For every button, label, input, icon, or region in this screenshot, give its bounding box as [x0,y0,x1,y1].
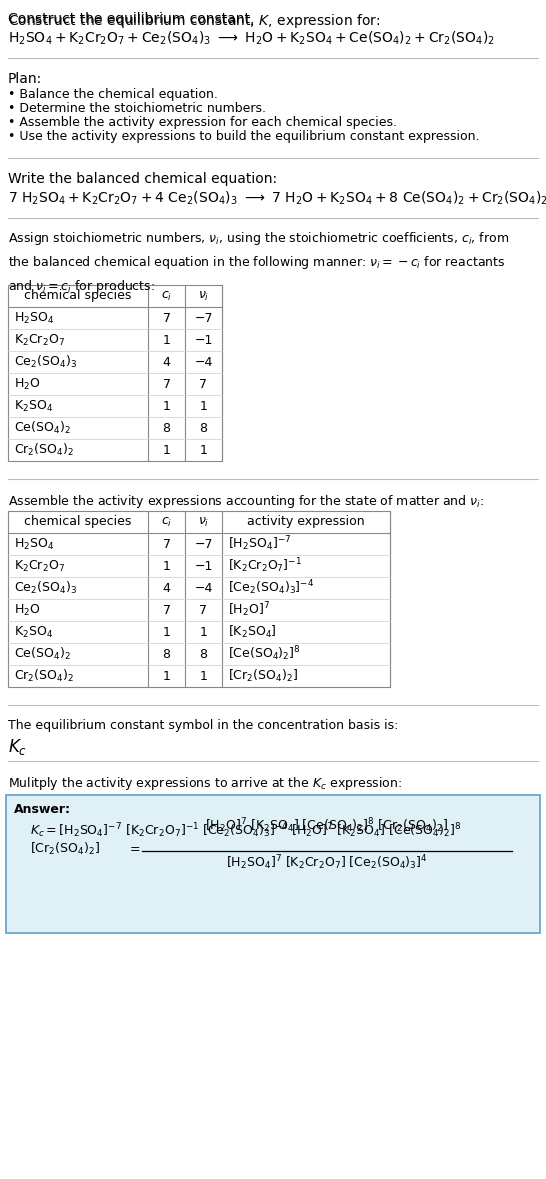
Text: 7: 7 [199,377,207,390]
Text: Write the balanced chemical equation:: Write the balanced chemical equation: [8,172,277,186]
Text: $c_i$: $c_i$ [161,515,172,528]
Text: $\mathrm{Cr_2(SO_4)_2}$: $\mathrm{Cr_2(SO_4)_2}$ [14,442,74,459]
Text: $\mathrm{[H_2SO_4]^7\ [K_2Cr_2O_7]\ [Ce_2(SO_4)_3]^4}$: $\mathrm{[H_2SO_4]^7\ [K_2Cr_2O_7]\ [Ce_… [226,852,428,871]
Text: • Balance the chemical equation.: • Balance the chemical equation. [8,88,218,101]
Text: $\mathrm{Ce_2(SO_4)_3}$: $\mathrm{Ce_2(SO_4)_3}$ [14,580,77,597]
Text: $\mathrm{Ce_2(SO_4)_3}$: $\mathrm{Ce_2(SO_4)_3}$ [14,354,77,370]
Text: 1: 1 [163,626,170,639]
Text: $\mathrm{K_2SO_4}$: $\mathrm{K_2SO_4}$ [14,625,53,639]
Text: $\mathrm{H_2O}$: $\mathrm{H_2O}$ [14,376,40,391]
Text: $\mathrm{K_2SO_4}$: $\mathrm{K_2SO_4}$ [14,399,53,414]
Text: $K_c$: $K_c$ [8,737,27,757]
Text: $\mathrm{[H_2SO_4]^{-7}}$: $\mathrm{[H_2SO_4]^{-7}}$ [228,534,292,553]
Text: 8: 8 [163,647,170,660]
Text: Assign stoichiometric numbers, $\nu_i$, using the stoichiometric coefficients, $: Assign stoichiometric numbers, $\nu_i$, … [8,230,509,296]
Text: 8: 8 [199,422,207,435]
Text: $\mathrm{[H_2O]^7\ [K_2SO_4]\ [Ce(SO_4)_2]^8\ [Cr_2(SO_4)_2]}$: $\mathrm{[H_2O]^7\ [K_2SO_4]\ [Ce(SO_4)_… [205,816,448,835]
Text: $c_i$: $c_i$ [161,290,172,303]
Text: • Determine the stoichiometric numbers.: • Determine the stoichiometric numbers. [8,103,266,116]
Text: • Assemble the activity expression for each chemical species.: • Assemble the activity expression for e… [8,116,397,129]
Text: Construct the equilibrium constant, $K$, expression for:: Construct the equilibrium constant, $K$,… [8,12,381,29]
Text: • Use the activity expressions to build the equilibrium constant expression.: • Use the activity expressions to build … [8,130,479,143]
Text: $\mathrm{H_2SO_4}$: $\mathrm{H_2SO_4}$ [14,536,54,552]
Text: Answer:: Answer: [14,803,71,816]
Text: activity expression: activity expression [247,515,365,528]
Text: −4: −4 [194,356,213,369]
Text: 1: 1 [163,560,170,573]
Text: $\mathrm{H_2O}$: $\mathrm{H_2O}$ [14,602,40,618]
Text: −1: −1 [194,560,213,573]
Text: 8: 8 [199,647,207,660]
Text: 1: 1 [163,400,170,413]
Text: −1: −1 [194,334,213,347]
Text: Mulitply the activity expressions to arrive at the $K_c$ expression:: Mulitply the activity expressions to arr… [8,775,402,792]
Text: 7: 7 [199,604,207,617]
FancyBboxPatch shape [6,795,540,933]
Text: 1: 1 [199,400,207,413]
Text: $\mathrm{[K_2Cr_2O_7]^{-1}}$: $\mathrm{[K_2Cr_2O_7]^{-1}}$ [228,556,302,575]
Text: chemical species: chemical species [25,290,132,303]
Text: $\mathrm{K_2Cr_2O_7}$: $\mathrm{K_2Cr_2O_7}$ [14,332,65,348]
Text: 7: 7 [163,377,170,390]
Text: 1: 1 [163,443,170,456]
Bar [8,285,222,461]
Text: 4: 4 [163,356,170,369]
Text: 1: 1 [163,670,170,683]
Text: $\mathrm{[Ce(SO_4)_2]^8}$: $\mathrm{[Ce(SO_4)_2]^8}$ [228,645,301,664]
Bar [8,511,390,687]
Text: $\mathrm{H_2SO_4 + K_2Cr_2O_7 + Ce_2(SO_4)_3}$$\mathrm{\ \longrightarrow \ H_2O : $\mathrm{H_2SO_4 + K_2Cr_2O_7 + Ce_2(SO_… [8,29,495,47]
Text: 4: 4 [163,581,170,594]
Text: $K_c = \mathrm{[H_2SO_4]^{-7}\ [K_2Cr_2O_7]^{-1}\ [Ce_2(SO_4)_3]^{-4}\ [H_2O]^7\: $K_c = \mathrm{[H_2SO_4]^{-7}\ [K_2Cr_2O… [30,821,461,839]
Text: Plan:: Plan: [8,72,42,86]
Text: 7: 7 [163,538,170,551]
Text: 8: 8 [163,422,170,435]
Text: $\nu_i$: $\nu_i$ [198,290,209,303]
Text: $\mathrm{Ce(SO_4)_2}$: $\mathrm{Ce(SO_4)_2}$ [14,646,71,663]
Text: $\mathrm{7\ H_2SO_4 + K_2Cr_2O_7 + 4\ Ce_2(SO_4)_3 \ \longrightarrow \ 7\ H_2O +: $\mathrm{7\ H_2SO_4 + K_2Cr_2O_7 + 4\ Ce… [8,190,546,208]
Text: $\mathrm{H_2SO_4}$: $\mathrm{H_2SO_4}$ [14,310,54,325]
Text: $\mathrm{Cr_2(SO_4)_2}$: $\mathrm{Cr_2(SO_4)_2}$ [14,668,74,684]
Text: $\mathrm{[K_2SO_4]}$: $\mathrm{[K_2SO_4]}$ [228,624,277,640]
Text: chemical species: chemical species [25,515,132,528]
Text: 1: 1 [199,443,207,456]
Text: $\mathrm{[H_2O]^7}$: $\mathrm{[H_2O]^7}$ [228,600,270,619]
Text: $\mathrm{[Cr_2(SO_4)_2]}$: $\mathrm{[Cr_2(SO_4)_2]}$ [30,841,100,857]
Text: $\mathrm{Ce(SO_4)_2}$: $\mathrm{Ce(SO_4)_2}$ [14,420,71,436]
Text: $\nu_i$: $\nu_i$ [198,515,209,528]
Text: Assemble the activity expressions accounting for the state of matter and $\nu_i$: Assemble the activity expressions accoun… [8,493,484,511]
Text: −7: −7 [194,538,213,551]
Text: 1: 1 [163,334,170,347]
Text: $\mathrm{K_2Cr_2O_7}$: $\mathrm{K_2Cr_2O_7}$ [14,559,65,573]
Text: 7: 7 [163,311,170,324]
Text: −4: −4 [194,581,213,594]
Text: 1: 1 [199,626,207,639]
Text: 7: 7 [163,604,170,617]
Text: $=$: $=$ [127,841,141,854]
Text: −7: −7 [194,311,213,324]
Text: Construct the equilibrium constant,: Construct the equilibrium constant, [8,12,259,26]
Text: The equilibrium constant symbol in the concentration basis is:: The equilibrium constant symbol in the c… [8,719,399,732]
Text: 1: 1 [199,670,207,683]
Text: $\mathrm{[Cr_2(SO_4)_2]}$: $\mathrm{[Cr_2(SO_4)_2]}$ [228,668,298,684]
Text: $\mathrm{[Ce_2(SO_4)_3]^{-4}}$: $\mathrm{[Ce_2(SO_4)_3]^{-4}}$ [228,579,314,598]
